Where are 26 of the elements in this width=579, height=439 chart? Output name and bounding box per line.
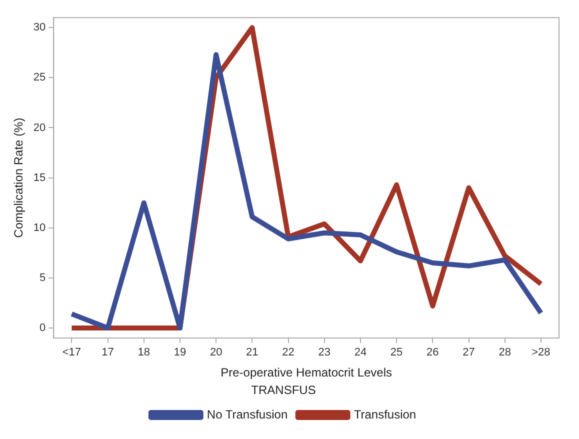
x-tick-label: 25 [390,346,403,359]
legend-label: No Transfusion [206,407,288,422]
x-tick-label: 22 [282,346,294,359]
x-tick-label: 23 [318,346,330,359]
y-tick-label: 5 [40,272,46,284]
x-tick-label: 19 [174,346,186,359]
x-tick-label: 27 [462,346,475,359]
x-tick-label: >28 [532,346,550,359]
legend-label: Transfusion [354,407,416,422]
x-tick-label: 17 [102,346,114,359]
y-tick-label: 0 [40,322,46,334]
y-tick-label: 15 [33,172,46,184]
x-tick-label: 28 [498,346,511,359]
x-tick-label: 20 [210,346,222,359]
y-tick-label: 10 [33,222,46,234]
x-axis-title: Pre-operative Hematocrit Levels [220,366,392,380]
y-tick-label: 30 [33,22,46,34]
x-tick-label: 21 [246,346,258,359]
x-tick-label: 26 [426,346,439,359]
x-tick-label: 24 [354,346,367,359]
y-tick-label: 20 [33,122,46,134]
legend-title: TRANSFUS [251,382,316,397]
y-tick-label: 25 [33,72,46,84]
x-tick-label: <17 [62,346,82,359]
y-axis-title: Complication Rate (%) [12,118,26,238]
x-tick-label: 18 [138,346,150,359]
